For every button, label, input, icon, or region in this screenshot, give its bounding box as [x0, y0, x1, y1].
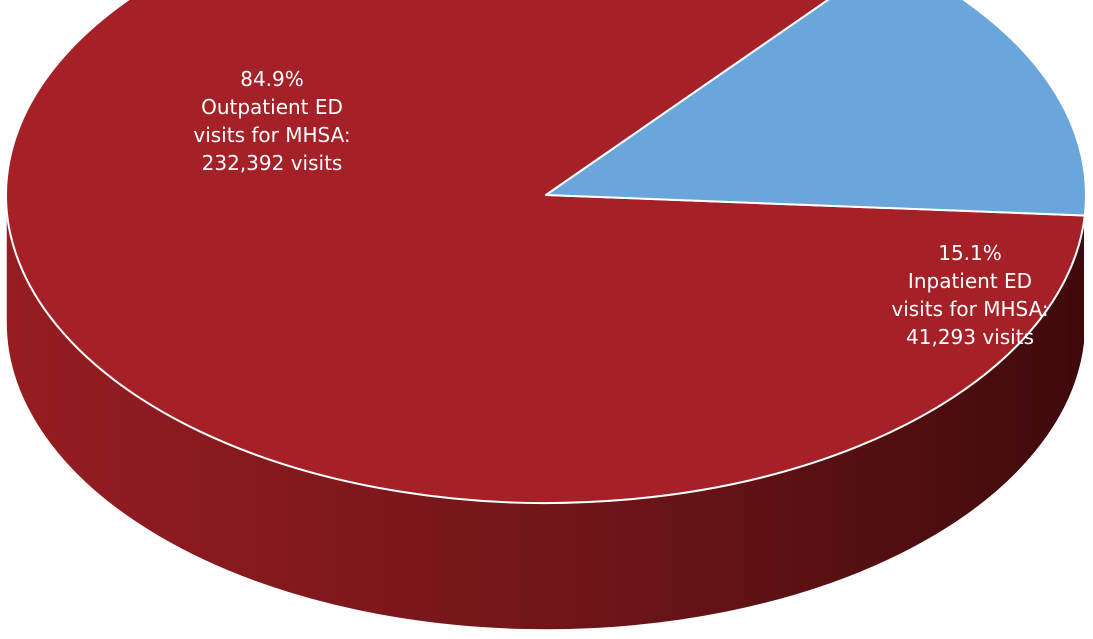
slice-label-line: visits for MHSA: [193, 123, 350, 147]
slice-label-line: 41,293 visits [906, 325, 1034, 349]
slice-percent-label: 84.9% [240, 67, 304, 91]
pie-slice-1 [5, 0, 1086, 505]
slice-label-line: 232,392 visits [202, 151, 343, 175]
slice-label-1: 84.9% Outpatient ED visits for MHSA: 232,39… [193, 67, 350, 175]
slice-label-line: visits for MHSA: [891, 297, 1048, 321]
slice-label-2: 15.1% Inpatient ED visits for MHSA: 41,293 … [891, 241, 1048, 349]
pie-tops [5, 0, 1087, 505]
pie-labels: 84.9% Outpatient ED visits for MHSA: 232,39… [193, 67, 1048, 349]
slice-percent-label: 15.1% [938, 241, 1002, 265]
pie-slice-2 [545, 0, 1087, 217]
slice-label-line: Inpatient ED [908, 269, 1032, 293]
slice-label-line: Outpatient ED [201, 95, 343, 119]
